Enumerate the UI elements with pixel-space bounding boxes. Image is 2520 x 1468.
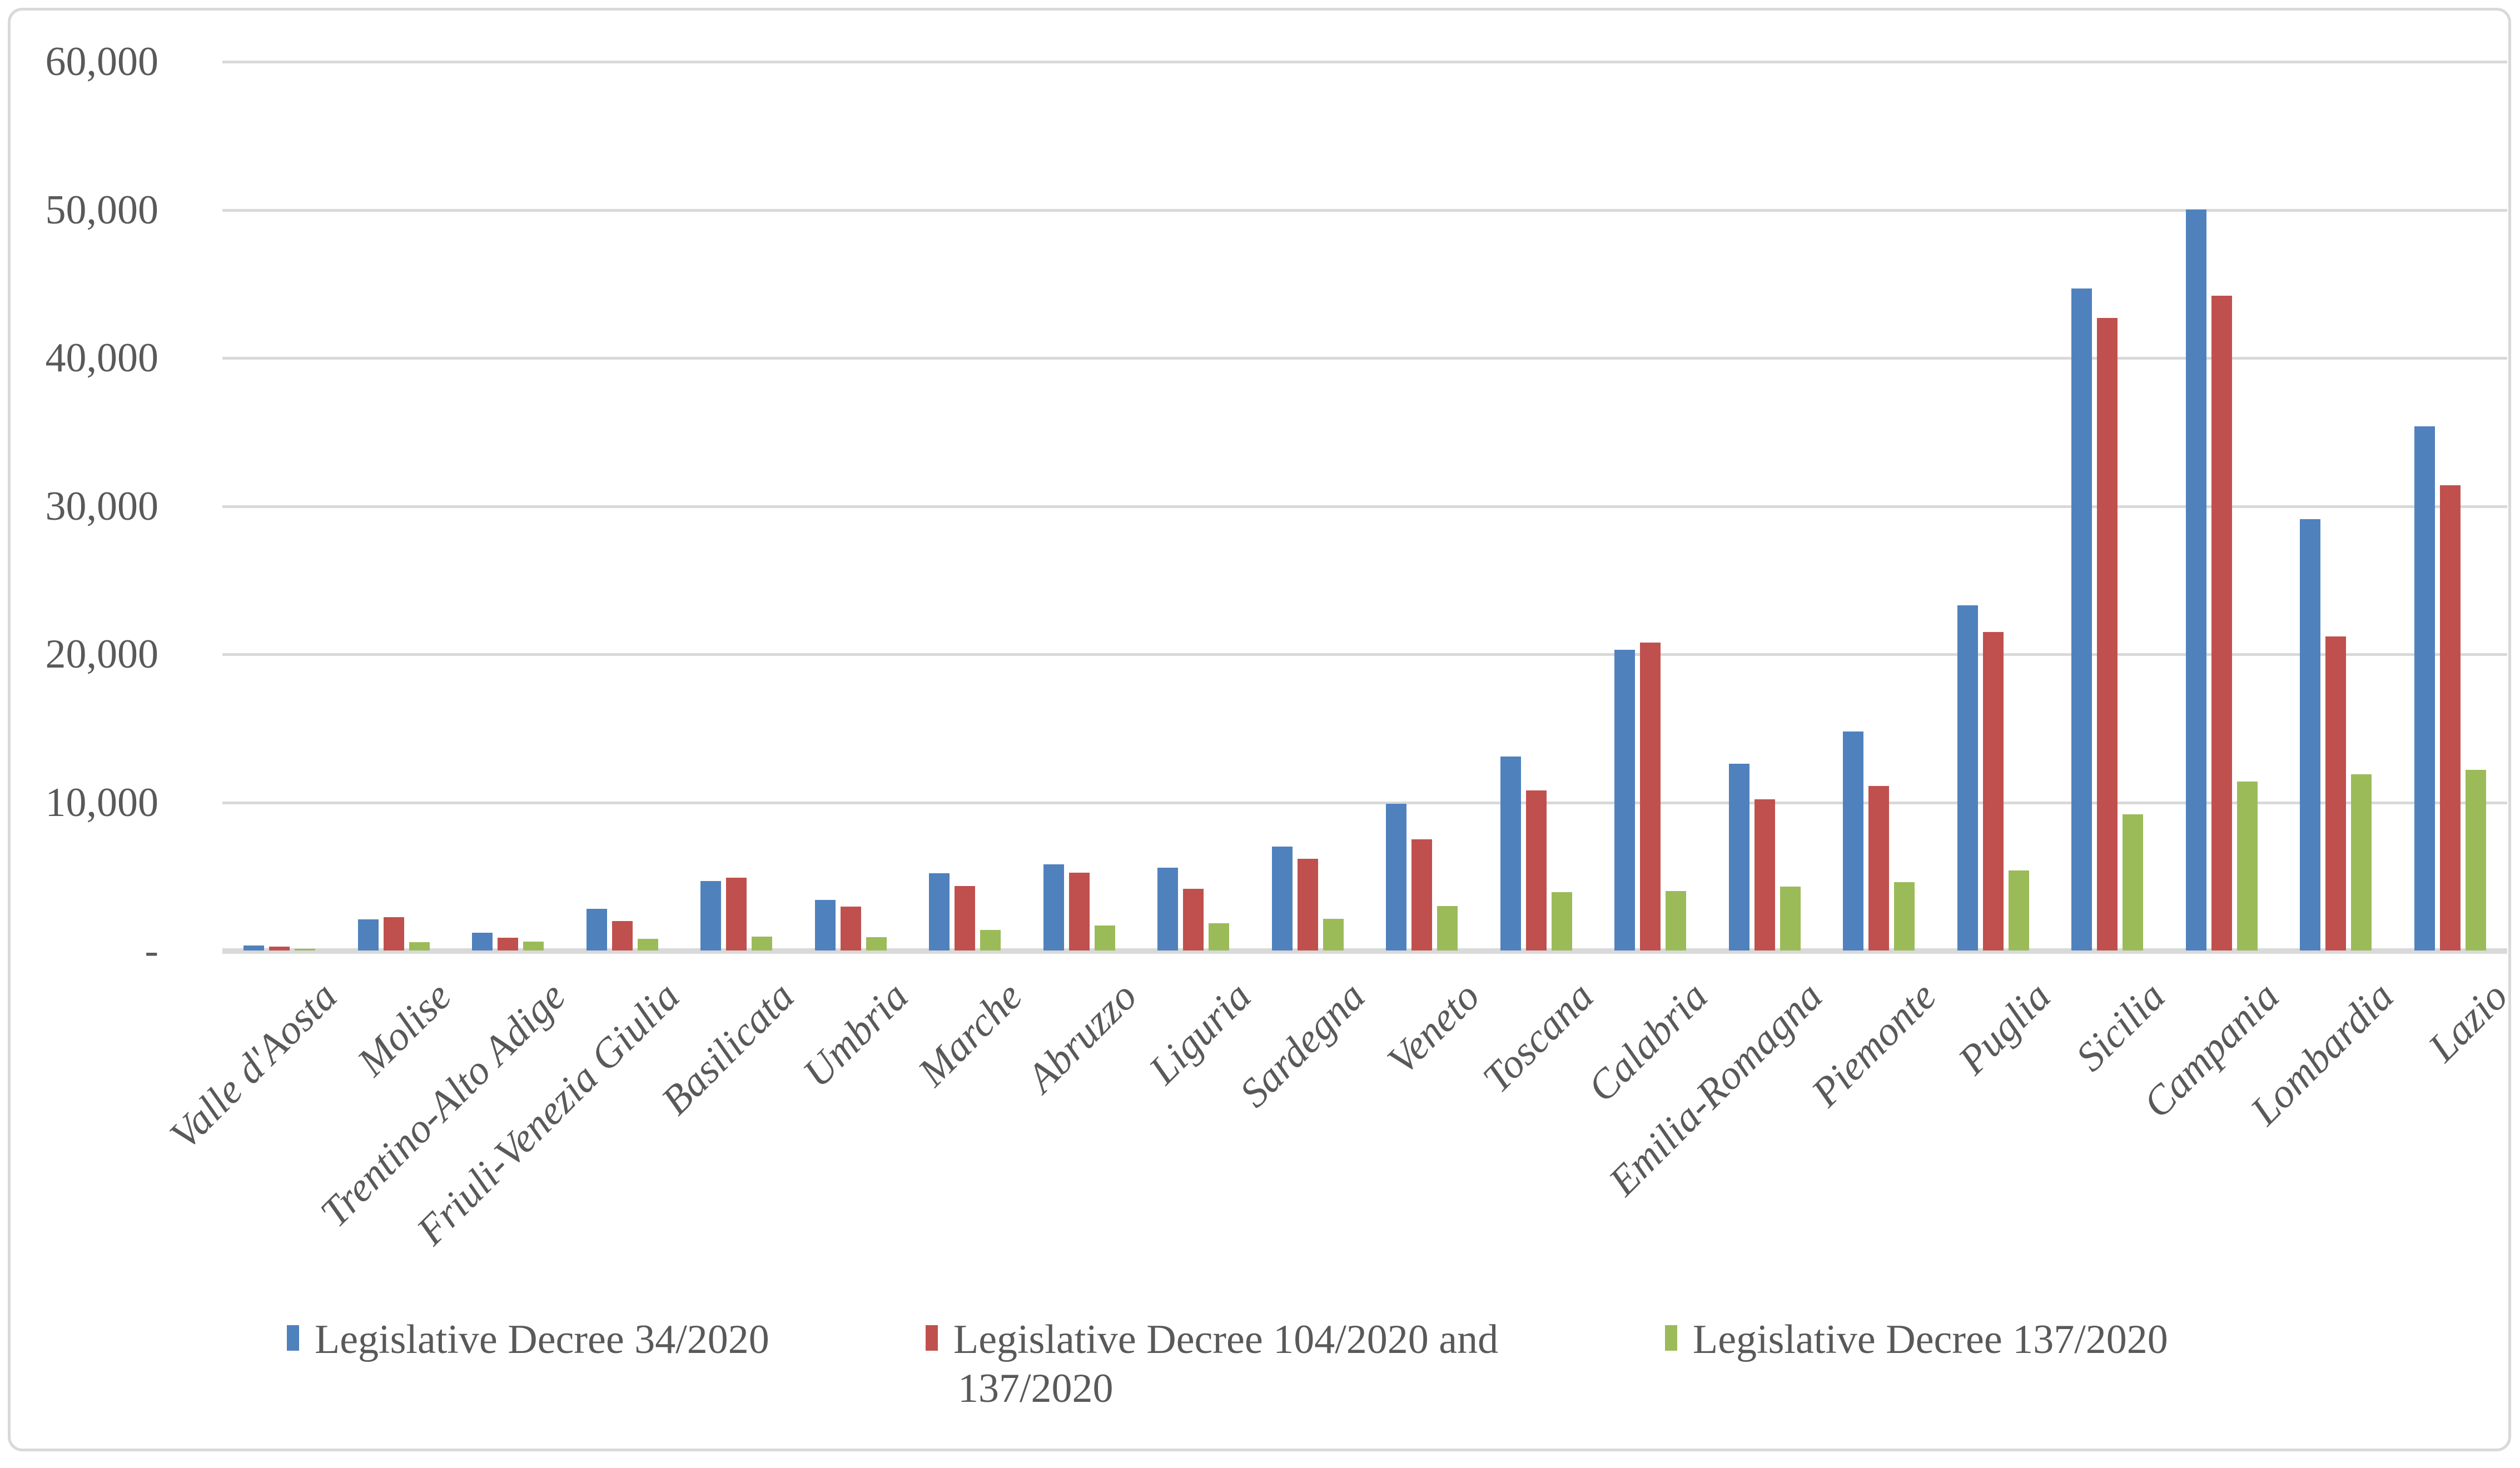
bar-series1-Veneto (1411, 839, 1432, 951)
bar-series1-Umbria (841, 907, 861, 951)
bar-series0-Calabria (1614, 650, 1635, 951)
bar-series2-Umbria (866, 937, 887, 951)
legend-label: Legislative Decree 104/2020 and 137/2020 (953, 1315, 1498, 1413)
bar-series2-Toscana (1552, 892, 1572, 951)
bar-series0-Lombardia (2300, 519, 2320, 951)
y-tick-label-6: 60,000 (45, 39, 159, 84)
bar-series1-Marche (955, 886, 975, 951)
bar-series2-Lombardia (2351, 774, 2372, 951)
bar-series2-Piemonte (1894, 882, 1915, 951)
bar-series2-Basilicata (752, 937, 772, 951)
bar-series1-Trentino-Alto Adige (498, 938, 518, 951)
bar-series1-Lombardia (2325, 636, 2346, 951)
legend-swatch-icon (1665, 1325, 1677, 1351)
gridline-60000 (222, 61, 2507, 63)
legend-label: Legislative Decree 34/2020 (315, 1315, 769, 1364)
legend-item-1: Legislative Decree 104/2020 and 137/2020 (926, 1315, 1498, 1413)
legend-item-0: Legislative Decree 34/2020 (287, 1315, 769, 1364)
bar-series1-Molise (384, 917, 404, 951)
bar-series0-Umbria (815, 900, 836, 951)
bar-series0-Marche (929, 873, 950, 951)
bar-series0-Piemonte (1843, 731, 1863, 951)
bar-series1-Sardegna (1298, 859, 1318, 951)
gridline-50000 (222, 208, 2507, 212)
bar-series0-Campania (2186, 210, 2206, 951)
legend-label-line: Legislative Decree 34/2020 (315, 1317, 769, 1362)
bar-series1-Calabria (1640, 643, 1661, 951)
legend-swatch-icon (926, 1325, 938, 1351)
bar-series2-Valle d'Aosta (295, 949, 315, 951)
bar-series2-Emilia-Romagna (1780, 887, 1801, 951)
bar-series1-Friuli-Venezia Giulia (612, 921, 633, 951)
chart-border (8, 8, 2511, 1451)
x-axis-line (222, 948, 2507, 954)
legend-label: Legislative Decree 137/2020 (1693, 1315, 2168, 1364)
bar-series2-Lazio (2466, 770, 2486, 951)
bar-series2-Sardegna (1323, 919, 1344, 951)
bar-series1-Toscana (1526, 790, 1547, 951)
bar-series0-Abruzzo (1043, 864, 1064, 951)
y-tick-label-3: 30,000 (45, 483, 159, 529)
gridline-10000 (222, 801, 2507, 804)
bar-series2-Trentino-Alto Adige (523, 942, 544, 951)
bar-series1-Liguria (1183, 889, 1204, 951)
bar-series0-Lazio (2414, 426, 2435, 951)
y-tick-label-4: 40,000 (45, 335, 159, 381)
legend-label-line: 137/2020 (958, 1366, 1114, 1411)
bar-series0-Sardegna (1272, 847, 1293, 951)
bar-series2-Molise (409, 942, 430, 951)
bar-series2-Puglia (2009, 870, 2029, 951)
bar-series2-Calabria (1666, 891, 1686, 951)
y-tick-label-0: - (145, 928, 158, 973)
bar-series2-Friuli-Venezia Giulia (638, 939, 658, 951)
legend-swatch-icon (287, 1325, 299, 1351)
bar-series0-Friuli-Venezia Giulia (586, 909, 607, 951)
bar-series2-Abruzzo (1095, 925, 1115, 951)
legend-item-2: Legislative Decree 137/2020 (1665, 1315, 2168, 1364)
gridline-20000 (222, 653, 2507, 656)
bar-series0-Toscana (1500, 757, 1521, 951)
bar-series0-Trentino-Alto Adige (472, 933, 493, 951)
bar-series1-Puglia (1983, 632, 2004, 951)
bar-series0-Emilia-Romagna (1729, 764, 1749, 951)
y-tick-label-1: 10,000 (45, 779, 159, 825)
gridline-30000 (222, 505, 2507, 508)
bar-series0-Sicilia (2071, 288, 2092, 951)
bar-series0-Molise (358, 919, 379, 951)
bar-series1-Abruzzo (1069, 873, 1090, 951)
bar-series1-Valle d'Aosta (269, 947, 290, 951)
bar-series2-Marche (980, 930, 1001, 951)
bar-series1-Piemonte (1868, 786, 1889, 951)
bar-series0-Puglia (1957, 605, 1978, 951)
bar-series0-Liguria (1157, 868, 1178, 951)
bar-series0-Valle d'Aosta (243, 946, 264, 951)
bar-series2-Veneto (1437, 906, 1458, 951)
y-tick-label-2: 20,000 (45, 631, 159, 677)
bar-series1-Basilicata (726, 878, 747, 951)
bar-series0-Basilicata (700, 881, 721, 951)
gridline-40000 (222, 357, 2507, 360)
bar-series1-Emilia-Romagna (1754, 799, 1775, 951)
y-tick-label-5: 50,000 (45, 187, 159, 233)
bar-series1-Sicilia (2097, 318, 2118, 951)
bar-series2-Liguria (1209, 923, 1229, 951)
bar-series0-Veneto (1386, 804, 1406, 951)
bar-series1-Campania (2211, 296, 2232, 951)
legend-label-line: Legislative Decree 104/2020 and (953, 1317, 1499, 1362)
bar-series1-Lazio (2440, 485, 2461, 951)
bar-series2-Campania (2237, 782, 2258, 951)
bar-series2-Sicilia (2123, 814, 2143, 951)
legend-label-line: Legislative Decree 137/2020 (1693, 1317, 2168, 1362)
